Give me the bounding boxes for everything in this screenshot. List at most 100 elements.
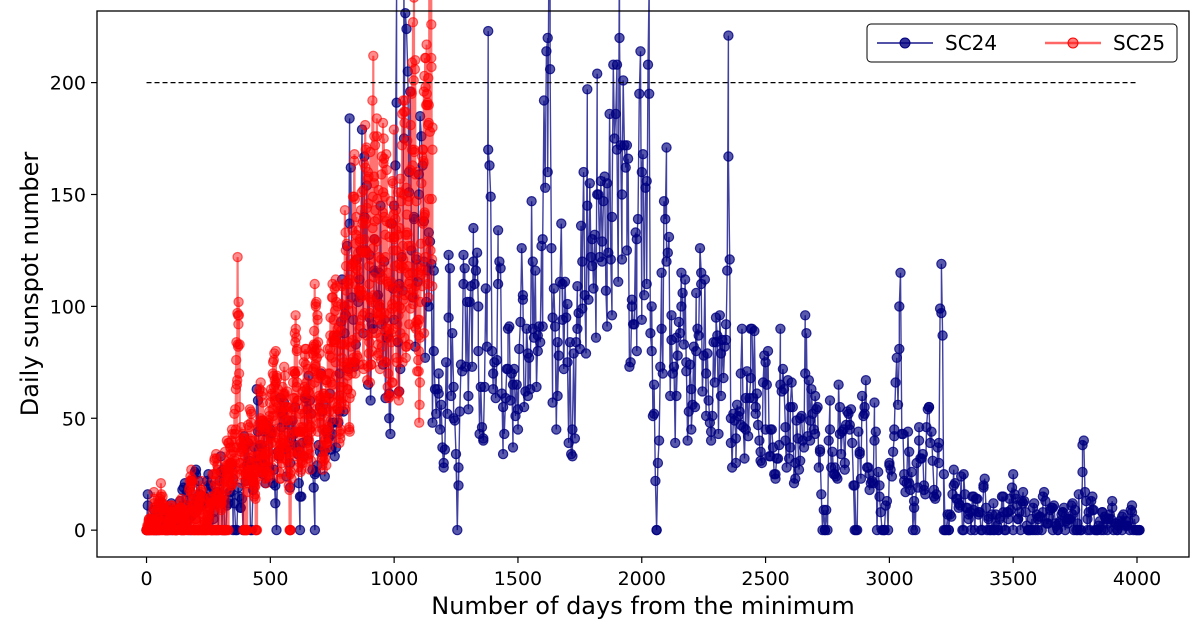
data-point-sc24 <box>572 281 583 292</box>
data-point-sc24 <box>693 330 704 341</box>
data-point-sc24 <box>445 390 457 402</box>
data-point-sc25 <box>390 301 401 312</box>
data-point-sc24 <box>390 160 401 171</box>
data-point-sc25 <box>414 314 425 325</box>
y-tick-label: 200 <box>50 73 86 95</box>
data-point-sc24 <box>1019 495 1030 507</box>
data-point-sc24 <box>535 337 546 348</box>
data-point-sc24 <box>492 225 504 236</box>
data-point-sc25 <box>392 319 403 330</box>
data-point-sc25 <box>413 354 424 366</box>
data-point-sc25 <box>376 341 388 352</box>
y-tick-label: 0 <box>74 520 86 542</box>
data-point-sc25 <box>352 272 364 283</box>
data-point-sc24 <box>537 321 548 332</box>
data-point-sc24 <box>714 310 726 321</box>
data-point-sc24 <box>656 323 667 334</box>
data-point-sc24 <box>584 178 596 189</box>
data-point-sc24 <box>559 276 571 287</box>
data-point-sc24 <box>1069 504 1081 516</box>
data-point-sc24 <box>428 345 439 357</box>
axes-layer: 0 500 1000 1500 2000 2500 3000 3500 4000 0 50 100 15… <box>50 73 1161 590</box>
data-point-sc24 <box>809 428 821 440</box>
data-point-sc25 <box>365 254 376 265</box>
data-point-sc25 <box>426 254 438 265</box>
data-point-sc24 <box>844 424 856 435</box>
data-point-sc25 <box>232 251 243 263</box>
data-point-sc25 <box>374 298 385 310</box>
data-point-sc25 <box>416 263 428 274</box>
data-point-sc24 <box>646 345 657 357</box>
data-point-sc24 <box>833 379 844 390</box>
data-point-sc24 <box>483 144 494 155</box>
data-point-sc24 <box>600 285 612 296</box>
data-point-sc24 <box>459 263 470 274</box>
data-point-sc24 <box>553 350 565 361</box>
data-point-sc24 <box>296 491 307 502</box>
data-point-sc24 <box>476 422 488 433</box>
data-point-sc24 <box>926 426 937 437</box>
data-point-sc24 <box>526 195 537 207</box>
data-point-sc25 <box>423 99 434 111</box>
data-point-sc24 <box>592 68 603 79</box>
data-point-sc25 <box>427 144 438 155</box>
data-point-sc24 <box>440 357 452 368</box>
data-point-sc24 <box>1020 507 1031 518</box>
data-point-sc25 <box>279 361 290 372</box>
data-point-sc25 <box>364 377 376 388</box>
data-point-sc24 <box>578 166 589 178</box>
data-point-sc24 <box>652 457 664 469</box>
data-point-sc24 <box>730 457 742 469</box>
data-point-sc24 <box>478 435 489 446</box>
data-point-sc24 <box>658 195 670 207</box>
data-point-sc24 <box>882 524 894 536</box>
data-point-sc25 <box>388 124 400 135</box>
data-point-sc24 <box>492 278 504 290</box>
data-point-sc24 <box>756 457 768 469</box>
data-point-sc25 <box>279 370 291 381</box>
data-point-sc24 <box>436 399 447 410</box>
data-point-sc25 <box>345 388 357 399</box>
data-point-sc25 <box>423 292 434 303</box>
data-point-sc24 <box>894 301 905 312</box>
data-point-sc24 <box>596 256 608 267</box>
x-tick-label: 1500 <box>494 568 542 590</box>
data-point-sc24 <box>702 348 713 359</box>
legend-marker-sc25 <box>1067 37 1079 49</box>
data-point-sc24 <box>616 254 628 265</box>
data-point-sc24 <box>541 46 552 57</box>
data-point-sc24 <box>895 267 906 278</box>
data-point-sc24 <box>616 189 628 200</box>
data-point-sc24 <box>453 462 464 473</box>
data-point-sc24 <box>491 354 503 366</box>
data-point-sc25 <box>275 473 286 484</box>
data-point-sc25 <box>385 195 396 207</box>
data-point-sc24 <box>697 386 708 397</box>
data-point-sc24 <box>635 46 646 57</box>
data-point-sc24 <box>663 231 675 243</box>
data-point-sc25 <box>402 229 413 240</box>
data-point-sc25 <box>400 352 411 363</box>
data-point-sc24 <box>629 319 640 330</box>
data-point-sc25 <box>359 307 370 319</box>
data-point-sc25 <box>381 164 392 176</box>
data-point-sc25 <box>346 305 358 317</box>
data-point-sc24 <box>749 325 760 337</box>
data-point-sc25 <box>399 290 410 301</box>
data-point-sc24 <box>724 254 735 265</box>
data-point-sc25 <box>418 328 430 339</box>
data-point-sc24 <box>598 195 609 207</box>
data-point-sc24 <box>662 247 674 258</box>
data-point-sc24 <box>910 524 921 536</box>
data-point-sc24 <box>483 25 494 37</box>
data-point-sc25 <box>426 19 437 30</box>
data-point-sc24 <box>309 524 321 536</box>
data-point-sc24 <box>548 283 560 294</box>
data-point-sc24 <box>870 426 882 437</box>
data-point-sc24 <box>636 166 648 178</box>
data-point-sc24 <box>873 466 884 478</box>
data-point-sc24 <box>431 408 442 419</box>
data-point-sc25 <box>234 401 245 413</box>
data-point-sc24 <box>936 307 947 319</box>
